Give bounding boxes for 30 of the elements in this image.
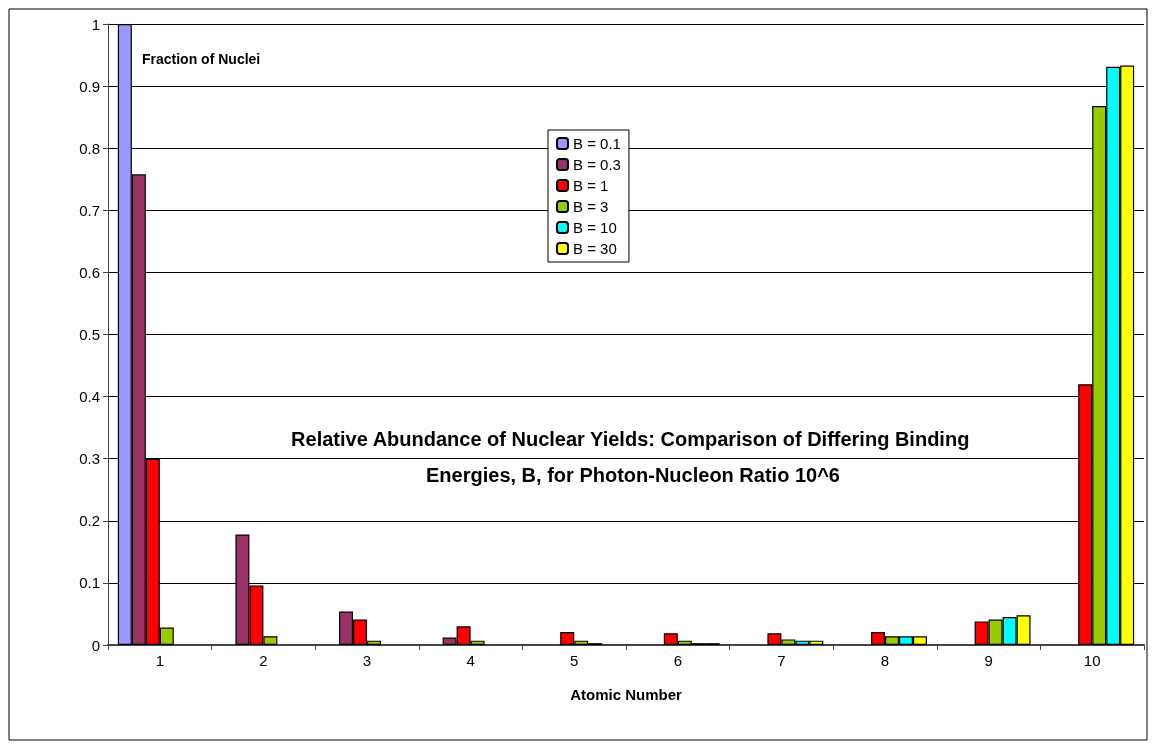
y-tick-label: 0.9 — [79, 77, 100, 95]
y-tick-label: 0.8 — [79, 139, 100, 157]
x-tick-label: 9 — [984, 652, 993, 669]
x-tick-label: 10 — [1083, 652, 1101, 669]
y-tick-label: 0.7 — [79, 201, 100, 219]
x-tick-label: 4 — [466, 652, 475, 669]
x-tick-label: 7 — [777, 652, 786, 669]
y-tick-label: 0.3 — [79, 450, 100, 468]
y-tick-label: 0.2 — [79, 512, 100, 530]
x-axis-title: Atomic Number — [570, 686, 682, 703]
x-tick-label: 5 — [570, 652, 579, 669]
x-tick-label: 1 — [155, 652, 164, 669]
x-tick-label: 3 — [362, 652, 372, 669]
legend-label: B = 3 — [573, 198, 609, 215]
legend-label: B = 0.3 — [573, 156, 621, 173]
x-tick-label: 8 — [880, 652, 890, 669]
y-tick-label: 0.1 — [79, 574, 100, 592]
y-tick-label: 0.4 — [79, 388, 100, 406]
y-tick-label: 1 — [91, 15, 100, 33]
y-tick-label: 0 — [91, 636, 100, 654]
text: Relative Abundance of Nuclear Yields: Comparison of Differing Binding Energies, B, for Photon-Nucleon Ratio 10^6 — [291, 428, 975, 486]
y-tick-label: 0.5 — [79, 326, 100, 343]
x-tick-label: 2 — [259, 652, 268, 669]
legend-label: B = 30 — [573, 240, 617, 257]
legend-label: B = 10 — [573, 219, 617, 236]
y-tick-label: 0.6 — [79, 263, 100, 281]
y-axis-title: Fraction of Nuclei — [142, 51, 261, 67]
legend-label: B = 0.1 — [573, 135, 621, 152]
legend-label: B = 1 — [573, 177, 609, 194]
x-tick-label: 6 — [673, 652, 682, 669]
